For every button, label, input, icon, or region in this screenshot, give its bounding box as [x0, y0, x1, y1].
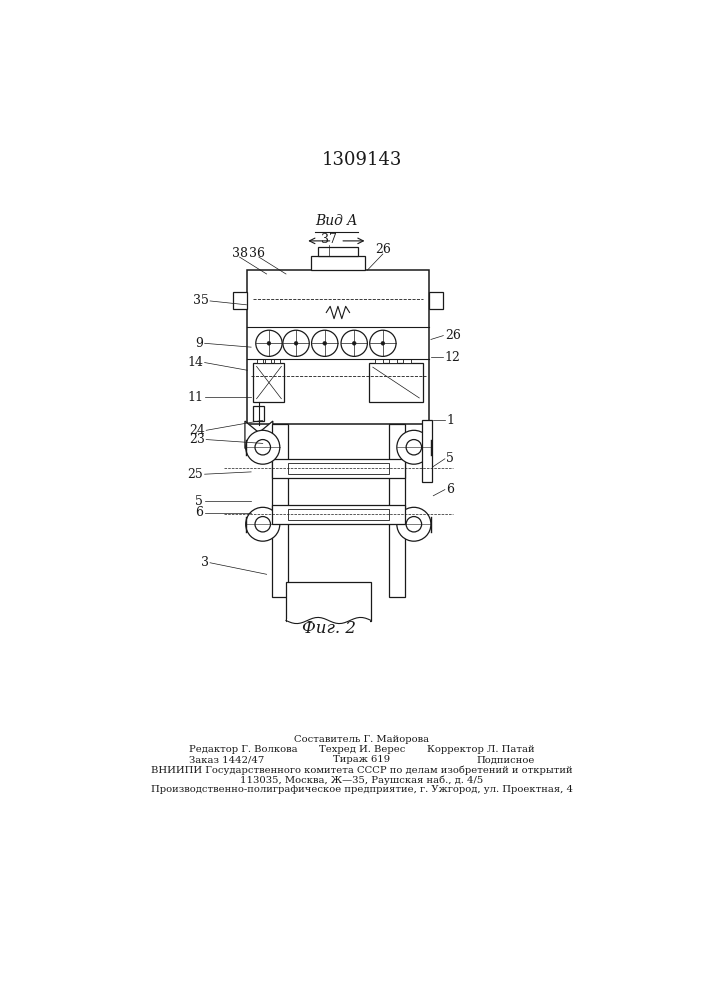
Circle shape	[341, 330, 368, 356]
Bar	[287, 619, 370, 624]
Text: 37: 37	[321, 233, 337, 246]
Text: 25: 25	[187, 468, 203, 481]
Bar	[272, 424, 288, 597]
Text: 35: 35	[192, 294, 209, 307]
Bar	[375, 359, 383, 363]
Bar	[272, 459, 404, 478]
Text: Вид A: Вид A	[315, 214, 358, 228]
Text: Фиг. 2: Фиг. 2	[302, 620, 356, 637]
Text: Тираж 619: Тираж 619	[334, 755, 390, 764]
Bar	[389, 424, 404, 597]
Bar	[265, 359, 271, 363]
Bar	[317, 247, 358, 256]
Bar	[257, 359, 263, 363]
Text: 23: 23	[189, 433, 204, 446]
Text: 12: 12	[445, 351, 461, 364]
Circle shape	[267, 341, 271, 345]
Text: 9: 9	[195, 337, 203, 350]
Bar	[421, 420, 433, 482]
Circle shape	[256, 330, 282, 356]
Text: Редактор Г. Волкова: Редактор Г. Волкова	[189, 745, 298, 754]
Circle shape	[283, 330, 309, 356]
Text: 26: 26	[375, 243, 391, 256]
Text: 36: 36	[250, 247, 265, 260]
Text: 6: 6	[446, 483, 455, 496]
Circle shape	[255, 440, 271, 455]
Circle shape	[397, 507, 431, 541]
Circle shape	[352, 341, 356, 345]
Text: 38: 38	[231, 247, 247, 260]
Circle shape	[246, 430, 280, 464]
Bar	[311, 256, 365, 270]
Bar	[274, 359, 280, 363]
Text: 1: 1	[446, 414, 455, 427]
Text: Составитель Г. Майорова: Составитель Г. Майорова	[294, 735, 430, 744]
Circle shape	[406, 440, 421, 455]
Bar	[288, 509, 389, 520]
Bar	[253, 363, 284, 402]
Text: 5: 5	[446, 452, 455, 465]
Text: Производственно-полиграфическое предприятие, г. Ужгород, ул. Проектная, 4: Производственно-полиграфическое предприя…	[151, 785, 573, 794]
Text: 113035, Москва, Ж—35, Раушская наб., д. 4/5: 113035, Москва, Ж—35, Раушская наб., д. …	[240, 775, 484, 785]
Bar	[253, 406, 264, 421]
Text: 14: 14	[187, 356, 203, 369]
Text: Заказ 1442/47: Заказ 1442/47	[189, 755, 264, 764]
Bar	[389, 359, 397, 363]
Circle shape	[246, 507, 280, 541]
Text: 6: 6	[195, 506, 203, 519]
Bar	[369, 363, 423, 402]
Bar	[403, 359, 411, 363]
Text: Техред И. Верес: Техред И. Верес	[319, 745, 405, 754]
Bar	[286, 582, 371, 620]
Text: 24: 24	[189, 424, 204, 437]
Circle shape	[406, 517, 421, 532]
Circle shape	[397, 430, 431, 464]
Text: Подписное: Подписное	[477, 755, 534, 764]
Text: 5: 5	[195, 495, 203, 508]
Bar	[233, 292, 247, 309]
Circle shape	[323, 341, 327, 345]
Circle shape	[255, 517, 271, 532]
Bar	[288, 463, 389, 474]
Bar	[272, 505, 404, 524]
Text: Корректор Л. Патай: Корректор Л. Патай	[427, 745, 534, 754]
Bar	[429, 292, 443, 309]
Polygon shape	[245, 421, 273, 461]
Text: ВНИИПИ Государственного комитета СССР по делам изобретений и открытий: ВНИИПИ Государственного комитета СССР по…	[151, 765, 573, 775]
Text: 11: 11	[187, 391, 203, 404]
Text: 3: 3	[201, 556, 209, 569]
Circle shape	[312, 330, 338, 356]
Text: 26: 26	[445, 329, 461, 342]
Bar	[247, 270, 429, 424]
Text: 1309143: 1309143	[322, 151, 402, 169]
Circle shape	[370, 330, 396, 356]
Circle shape	[381, 341, 385, 345]
Circle shape	[294, 341, 298, 345]
